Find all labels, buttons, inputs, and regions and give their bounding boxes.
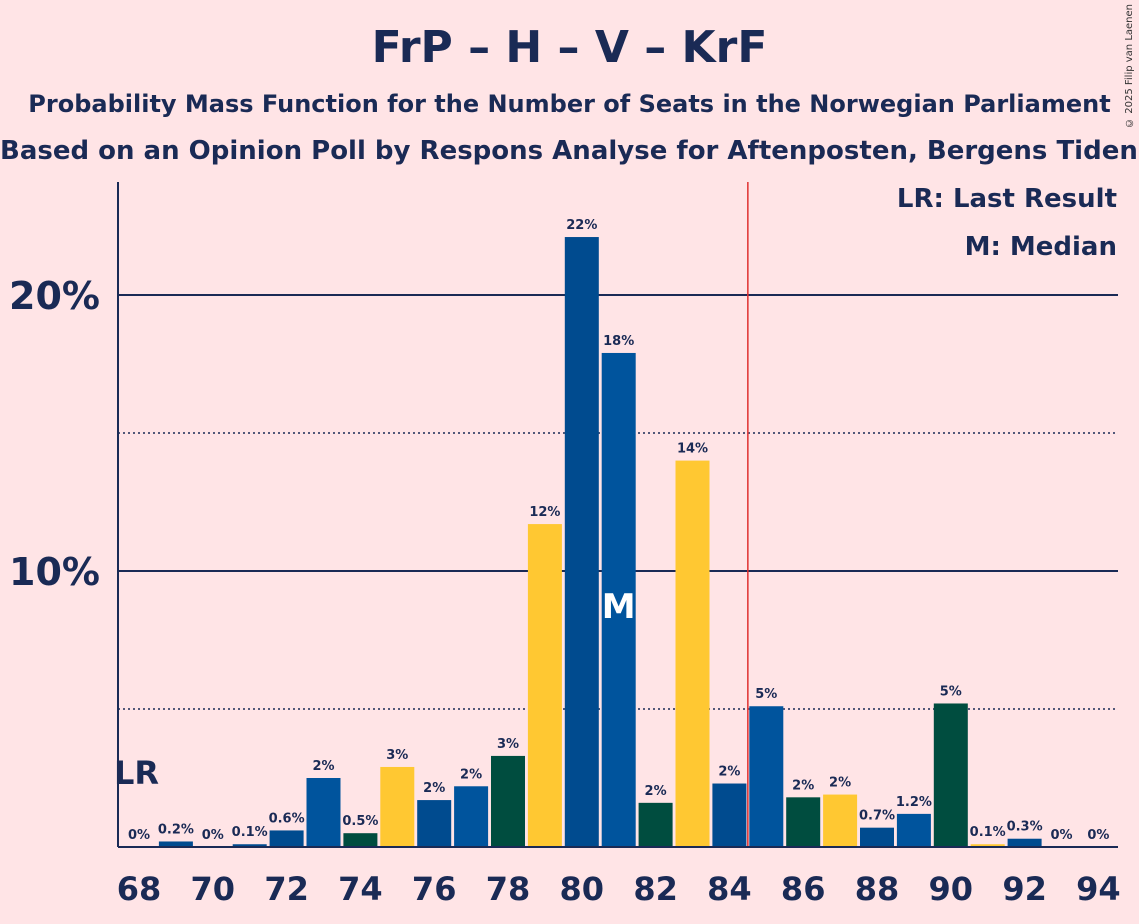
bar-75 bbox=[380, 766, 415, 847]
bar-value-label: 2% bbox=[645, 784, 667, 799]
bar-86 bbox=[786, 797, 821, 847]
bar-83 bbox=[675, 460, 710, 847]
bar-69 bbox=[158, 841, 193, 847]
chart-title: FrP – H – V – KrF bbox=[371, 22, 768, 73]
bar-87 bbox=[823, 794, 858, 847]
bar-value-label: 2% bbox=[718, 765, 740, 780]
bar-84 bbox=[712, 783, 747, 847]
bar-value-label: 0.7% bbox=[859, 809, 895, 824]
bar-value-label: 1.2% bbox=[896, 795, 932, 810]
x-tick-label: 88 bbox=[855, 870, 900, 908]
bar-value-label: 0.3% bbox=[1007, 820, 1043, 835]
bar-90 bbox=[933, 703, 968, 847]
legend-last-result: LR: Last Result bbox=[896, 184, 1117, 214]
x-tick-label: 72 bbox=[264, 870, 309, 908]
bar-73 bbox=[306, 778, 341, 847]
bar-value-label: 5% bbox=[940, 684, 962, 699]
bar-value-label: 0.2% bbox=[158, 822, 194, 837]
x-tick-label: 78 bbox=[486, 870, 531, 908]
bar-82 bbox=[638, 802, 673, 847]
y-tick-label: 10% bbox=[9, 550, 100, 594]
x-tick-label: 74 bbox=[338, 870, 383, 908]
bar-91 bbox=[970, 844, 1005, 847]
bar-value-label: 18% bbox=[603, 334, 634, 349]
bar-value-label: 2% bbox=[460, 767, 482, 782]
bar-76 bbox=[417, 800, 452, 847]
median-marker: M bbox=[602, 587, 636, 627]
bar-value-label: 0.6% bbox=[269, 811, 305, 826]
bar-value-label: 0% bbox=[128, 828, 150, 843]
x-tick-label: 86 bbox=[781, 870, 826, 908]
x-tick-label: 68 bbox=[117, 870, 162, 908]
x-tick-label: 76 bbox=[412, 870, 457, 908]
bar-value-label: 0.5% bbox=[342, 814, 378, 829]
bar-74 bbox=[343, 833, 378, 847]
bar-value-label: 0.1% bbox=[232, 825, 268, 840]
bar-value-label: 2% bbox=[423, 781, 445, 796]
bar-78 bbox=[491, 755, 525, 847]
last-result-marker: LR bbox=[114, 754, 159, 792]
y-tick-label: 20% bbox=[9, 274, 100, 318]
x-tick-label: 80 bbox=[560, 870, 605, 908]
bar-77 bbox=[454, 786, 489, 847]
bar-89 bbox=[896, 813, 931, 847]
x-tick-label: 82 bbox=[633, 870, 678, 908]
bar-value-label: 2% bbox=[829, 776, 851, 791]
bar-72 bbox=[269, 830, 304, 847]
bar-value-label: 12% bbox=[529, 505, 560, 520]
bar-value-label: 14% bbox=[677, 442, 708, 457]
x-tick-label: 94 bbox=[1076, 870, 1121, 908]
bar-value-label: 3% bbox=[386, 748, 408, 763]
bar-value-label: 5% bbox=[755, 687, 777, 702]
bar-71 bbox=[232, 844, 267, 847]
bar-79 bbox=[527, 524, 562, 847]
bar-81 bbox=[601, 352, 636, 847]
x-tick-label: 92 bbox=[1002, 870, 1047, 908]
bar-92 bbox=[1007, 838, 1042, 847]
x-tick-label: 90 bbox=[929, 870, 974, 908]
bar-80 bbox=[564, 237, 599, 848]
bar-value-label: 3% bbox=[497, 737, 519, 752]
x-tick-label: 70 bbox=[191, 870, 236, 908]
x-tick-label: 84 bbox=[707, 870, 752, 908]
bar-value-label: 0.1% bbox=[970, 825, 1006, 840]
chart-subtitle: Probability Mass Function for the Number… bbox=[28, 90, 1111, 118]
bar-value-label: 0% bbox=[1050, 828, 1072, 843]
bar-88 bbox=[860, 827, 894, 847]
legend-median: M: Median bbox=[964, 232, 1117, 262]
bar-value-label: 22% bbox=[566, 218, 597, 233]
bar-85 bbox=[749, 706, 784, 847]
bar-value-label: 2% bbox=[312, 759, 334, 774]
bar-value-label: 2% bbox=[792, 778, 814, 793]
bar-value-label: 0% bbox=[1087, 828, 1109, 843]
bar-value-label: 0% bbox=[202, 828, 224, 843]
chart-source: Based on an Opinion Poll by Respons Anal… bbox=[0, 136, 1139, 166]
